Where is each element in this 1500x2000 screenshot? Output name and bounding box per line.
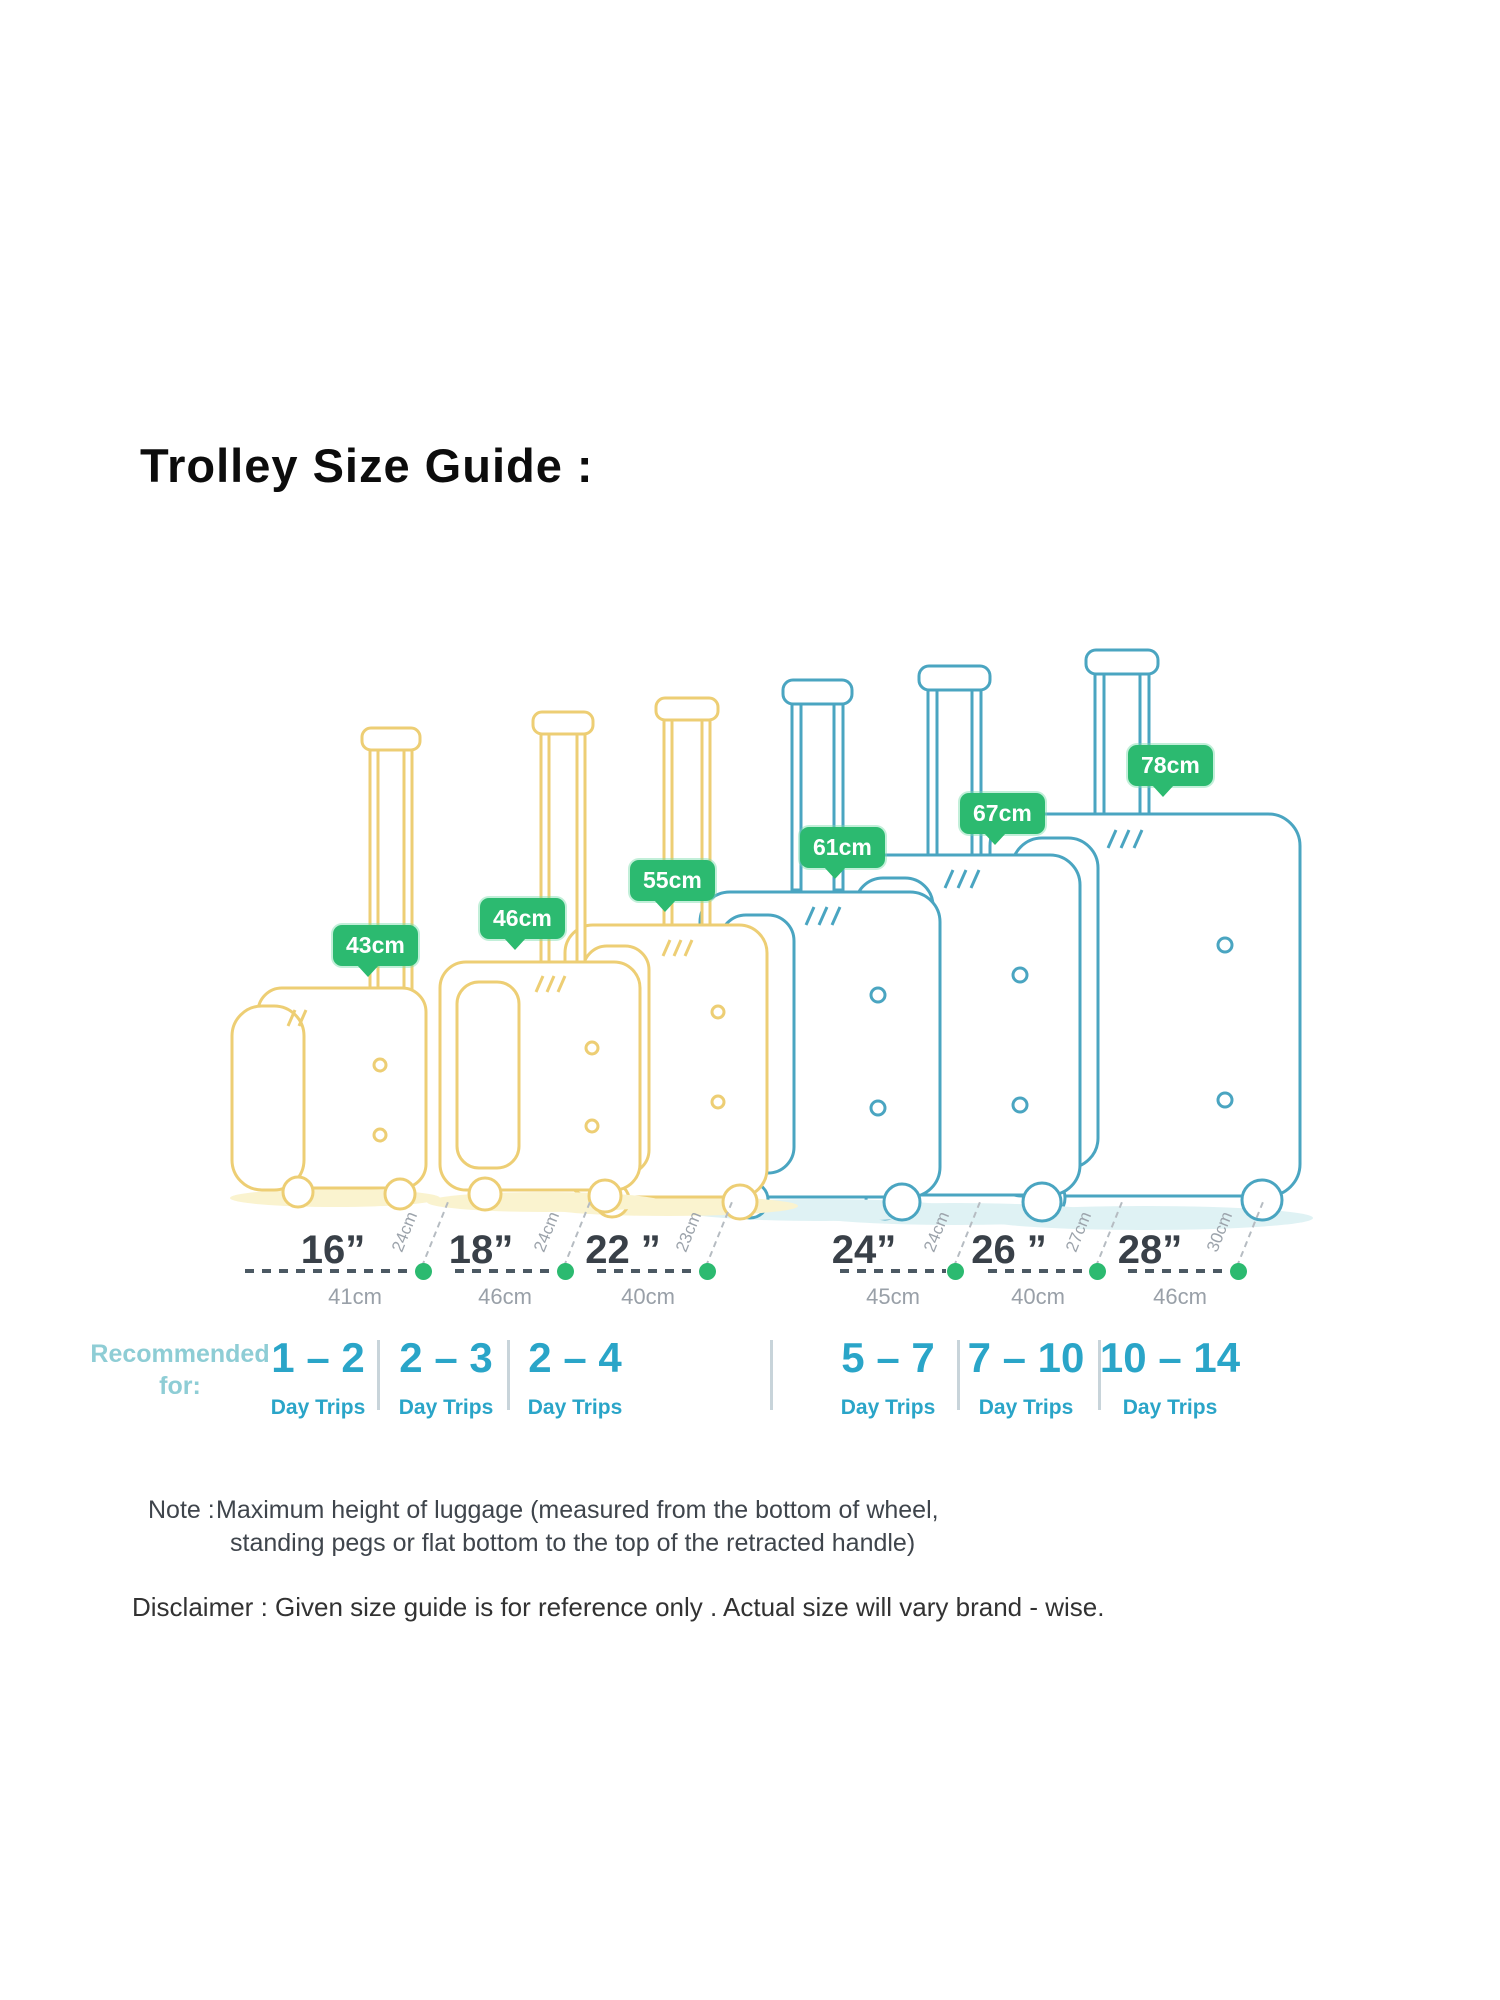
- width-label-28: 46cm: [1153, 1284, 1207, 1309]
- suitcase-26-drawing: [805, 664, 1105, 1225]
- width-label-24: 45cm: [866, 1284, 920, 1309]
- suitcase-18-drawing: [427, 710, 663, 1214]
- width-dotted-line: [988, 1269, 1088, 1273]
- size-label-18: 18”: [448, 1228, 514, 1272]
- width-label-16: 41cm: [328, 1284, 382, 1309]
- height-badge-18: 46cm: [480, 898, 565, 950]
- width-dotted-line: [455, 1269, 556, 1273]
- note-line1: Maximum height of luggage (measured from…: [216, 1496, 939, 1524]
- depth-label-18: 24cm: [529, 1208, 564, 1255]
- depth-label-24: 24cm: [919, 1208, 954, 1255]
- page-title: Trolley Size Guide :: [140, 439, 594, 492]
- trips-26: 7 – 10: [967, 1334, 1085, 1381]
- width-dotted-line: [597, 1269, 698, 1273]
- green-dot-icon: [415, 1263, 432, 1280]
- recommended-for-label-line1: Recommended: [90, 1340, 270, 1368]
- column-divider: [957, 1340, 960, 1410]
- trips-unit-22: Day Trips: [527, 1396, 623, 1419]
- depth-label-16: 24cm: [387, 1208, 422, 1255]
- size-label-28: 28”: [1117, 1228, 1183, 1272]
- trips-18: 2 – 3: [399, 1334, 493, 1381]
- trips-unit-24: Day Trips: [840, 1396, 936, 1419]
- size-label-24: 24”: [831, 1228, 897, 1272]
- depth-label-22: 23cm: [671, 1208, 706, 1255]
- size-label-26: 26 ”: [971, 1228, 1047, 1272]
- suitcase-22-drawing: [538, 696, 798, 1221]
- depth-label-26: 27cm: [1061, 1208, 1096, 1255]
- green-dot-icon: [699, 1263, 716, 1280]
- green-dot-icon: [1089, 1263, 1106, 1280]
- suitcase-28-drawing: [977, 648, 1313, 1230]
- recommended-for-label-line2: for:: [159, 1372, 201, 1400]
- note-label: Note :: [148, 1496, 215, 1524]
- depth-label-28: 30cm: [1202, 1208, 1237, 1255]
- height-badge-16: 43cm: [333, 925, 418, 977]
- width-dotted-line: [245, 1269, 413, 1273]
- disclaimer-text: Disclaimer : Given size guide is for ref…: [132, 1592, 1105, 1622]
- trips-unit-28: Day Trips: [1122, 1396, 1218, 1419]
- green-dot-icon: [557, 1263, 574, 1280]
- column-divider: [770, 1340, 773, 1410]
- column-divider: [1098, 1340, 1101, 1410]
- suitcase-24-drawing: [680, 678, 960, 1222]
- width-label-18: 46cm: [478, 1284, 532, 1309]
- column-divider: [377, 1340, 380, 1410]
- width-label-22: 40cm: [621, 1284, 675, 1309]
- green-dot-icon: [1230, 1263, 1247, 1280]
- trips-unit-16: Day Trips: [270, 1396, 366, 1419]
- height-badge-28: 78cm: [1128, 745, 1213, 797]
- size-label-22: 22 ”: [585, 1228, 661, 1272]
- height-badge-24: 61cm: [800, 827, 885, 879]
- width-dotted-line: [1128, 1269, 1229, 1273]
- size-label-16: 16”: [300, 1228, 366, 1272]
- note-line2: standing pegs or flat bottom to the top …: [230, 1529, 916, 1557]
- width-dotted-line: [840, 1269, 946, 1273]
- trips-28: 10 – 14: [1099, 1334, 1241, 1381]
- trips-22: 2 – 4: [528, 1334, 622, 1381]
- suitcase-16-drawing: [230, 726, 440, 1211]
- trips-unit-26: Day Trips: [978, 1396, 1074, 1419]
- width-label-26: 40cm: [1011, 1284, 1065, 1309]
- trips-16: 1 – 2: [271, 1334, 365, 1381]
- height-badge-22: 55cm: [630, 860, 715, 912]
- trips-unit-18: Day Trips: [398, 1396, 494, 1419]
- height-badge-26: 67cm: [960, 793, 1045, 845]
- green-dot-icon: [947, 1263, 964, 1280]
- column-divider: [507, 1340, 510, 1410]
- trips-24: 5 – 7: [841, 1334, 935, 1381]
